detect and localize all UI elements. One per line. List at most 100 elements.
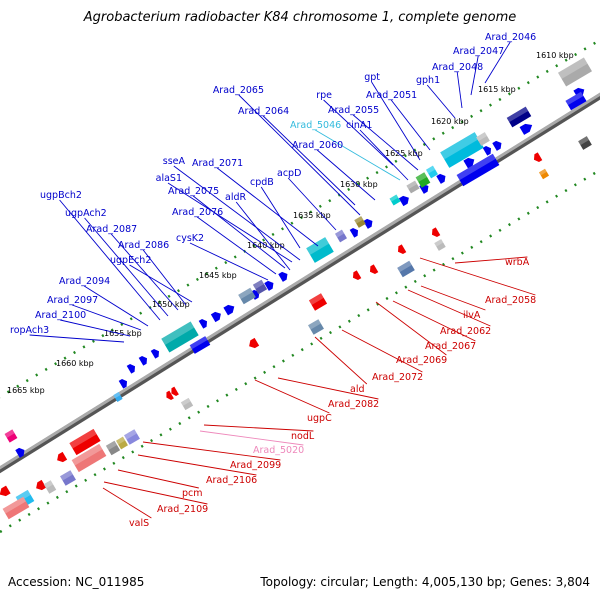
reverse-gene-arrow[interactable]	[34, 479, 47, 492]
reverse-gene-label[interactable]: Arad_2072	[372, 372, 423, 383]
forward-gene-label[interactable]: cinA1	[346, 120, 372, 131]
forward-gene-block[interactable]	[440, 132, 484, 168]
forward-gene-label[interactable]: Arad_2064	[238, 106, 289, 117]
reverse-gene-block[interactable]	[116, 436, 128, 450]
forward-gene-arrow[interactable]	[198, 317, 210, 329]
forward-gene-block[interactable]	[415, 172, 431, 188]
forward-gene-label[interactable]: sseA	[163, 156, 186, 167]
reverse-gene-label[interactable]: ald	[350, 384, 365, 395]
forward-gene-arrow[interactable]	[223, 303, 236, 316]
forward-gene-block[interactable]	[456, 153, 500, 187]
forward-gene-label[interactable]: Arad_5046	[290, 120, 341, 131]
reverse-gene-arrow[interactable]	[368, 264, 379, 275]
reverse-gene-arrow[interactable]	[430, 227, 441, 238]
forward-gene-label[interactable]: Arad_2094	[59, 276, 110, 287]
forward-gene-block[interactable]	[238, 287, 256, 305]
forward-gene-arrow[interactable]	[138, 354, 150, 366]
reverse-gene-block[interactable]	[180, 397, 194, 411]
reverse-gene-block[interactable]	[397, 260, 415, 278]
reverse-gene-block[interactable]	[434, 239, 446, 251]
forward-gene-label[interactable]: alaS1	[156, 173, 182, 184]
forward-gene-block[interactable]	[4, 429, 18, 443]
forward-gene-block[interactable]	[252, 279, 268, 295]
reverse-gene-arrow[interactable]	[532, 152, 543, 163]
forward-gene-arrow[interactable]	[463, 156, 476, 169]
forward-gene-arrow[interactable]	[349, 226, 361, 238]
reverse-gene-arrow[interactable]	[164, 390, 174, 402]
reverse-gene-block[interactable]	[2, 496, 30, 520]
forward-gene-label[interactable]: ropAch3	[10, 325, 49, 336]
forward-gene-block[interactable]	[113, 392, 123, 402]
forward-gene-label[interactable]: gph1	[416, 75, 440, 86]
forward-gene-block[interactable]	[389, 194, 401, 206]
reverse-gene-label[interactable]: Arad_2082	[328, 399, 379, 410]
reverse-gene-label[interactable]: wrbA	[505, 257, 530, 268]
forward-gene-arrow[interactable]	[264, 279, 275, 291]
forward-gene-label[interactable]: gpt	[364, 72, 380, 83]
forward-gene-label[interactable]: Arad_2086	[118, 240, 169, 251]
reverse-gene-label[interactable]: Arad_2099	[230, 460, 281, 471]
reverse-gene-block[interactable]	[60, 470, 76, 486]
forward-gene-block[interactable]	[476, 132, 490, 146]
reverse-gene-label[interactable]: pcm	[182, 488, 203, 499]
reverse-gene-arrow[interactable]	[0, 485, 11, 499]
forward-gene-label[interactable]: Arad_2087	[86, 224, 137, 235]
reverse-gene-label[interactable]: ilvA	[463, 310, 481, 321]
forward-gene-block[interactable]	[558, 57, 592, 87]
forward-gene-arrow[interactable]	[436, 172, 447, 184]
forward-gene-label[interactable]: Arad_2051	[366, 90, 417, 101]
forward-gene-block[interactable]	[354, 216, 366, 228]
reverse-gene-block[interactable]	[308, 319, 324, 335]
reverse-gene-block[interactable]	[69, 428, 101, 456]
forward-gene-arrow[interactable]	[278, 270, 289, 282]
forward-gene-label[interactable]: acpD	[277, 168, 301, 179]
forward-gene-label[interactable]: aldR	[225, 192, 246, 203]
forward-gene-block[interactable]	[406, 180, 420, 194]
reverse-gene-block[interactable]	[308, 293, 328, 311]
forward-gene-arrow[interactable]	[519, 121, 535, 135]
reverse-gene-block[interactable]	[105, 440, 121, 456]
forward-gene-block[interactable]	[426, 165, 438, 179]
forward-gene-block[interactable]	[335, 229, 347, 243]
forward-gene-label[interactable]: rpe	[316, 90, 332, 101]
reverse-gene-block[interactable]	[124, 429, 140, 445]
reverse-gene-label[interactable]: Arad_2062	[440, 326, 491, 337]
forward-gene-block[interactable]	[565, 91, 587, 111]
reverse-gene-arrow[interactable]	[55, 451, 68, 464]
reverse-gene-label[interactable]: Arad_2109	[157, 504, 208, 515]
reverse-gene-label[interactable]: nodL	[291, 431, 315, 442]
forward-gene-label[interactable]: Arad_2065	[213, 85, 264, 96]
reverse-gene-label[interactable]: Arad_2069	[396, 355, 447, 366]
forward-gene-arrow[interactable]	[150, 347, 162, 359]
reverse-gene-label[interactable]: ugpC	[307, 413, 332, 424]
forward-gene-arrow[interactable]	[15, 446, 26, 458]
reverse-gene-arrow[interactable]	[351, 270, 362, 281]
forward-gene-label[interactable]: Arad_2060	[292, 140, 343, 151]
reverse-gene-arrow[interactable]	[169, 386, 179, 398]
forward-gene-label[interactable]: Arad_2097	[47, 295, 98, 306]
reverse-gene-arrow[interactable]	[396, 244, 407, 255]
reverse-gene-block[interactable]	[71, 443, 107, 473]
forward-gene-label[interactable]: Arad_2071	[192, 158, 243, 169]
forward-gene-label[interactable]: ugpEch2	[110, 255, 151, 266]
forward-gene-label[interactable]: ugpAch2	[65, 208, 107, 219]
forward-gene-arrow[interactable]	[492, 139, 503, 151]
forward-gene-arrow[interactable]	[126, 362, 138, 374]
reverse-gene-label[interactable]: Arad_2067	[425, 341, 476, 352]
forward-gene-block[interactable]	[189, 336, 211, 354]
forward-gene-label[interactable]: Arad_2046	[485, 32, 536, 43]
forward-gene-arrow[interactable]	[210, 310, 223, 323]
forward-gene-arrow[interactable]	[118, 377, 130, 389]
forward-gene-label[interactable]: cpdB	[250, 177, 274, 188]
forward-gene-arrow[interactable]	[482, 144, 494, 156]
forward-gene-block[interactable]	[306, 237, 334, 263]
forward-gene-label[interactable]: Arad_2076	[172, 207, 223, 218]
forward-gene-label[interactable]: Arad_2055	[328, 105, 379, 116]
forward-gene-label[interactable]: Arad_2075	[168, 186, 219, 197]
reverse-gene-block[interactable]	[578, 136, 592, 150]
forward-gene-block[interactable]	[161, 321, 199, 353]
reverse-gene-label[interactable]: Arad_2106	[206, 475, 257, 486]
forward-gene-label[interactable]: Arad_2048	[432, 62, 483, 73]
reverse-gene-block[interactable]	[538, 168, 550, 180]
forward-gene-label[interactable]: Arad_2100	[35, 310, 86, 321]
